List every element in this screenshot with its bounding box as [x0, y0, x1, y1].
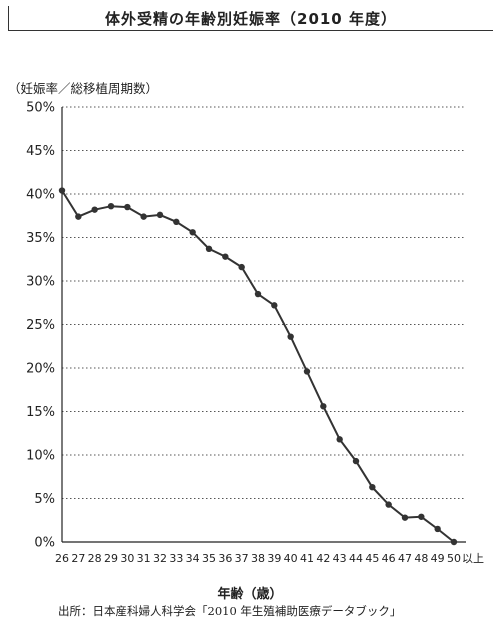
data-point [140, 213, 147, 220]
x-tick-label: 26 [55, 552, 69, 565]
data-point [238, 263, 245, 271]
x-tick-label: 28 [88, 552, 102, 565]
x-tick-label: 50 [447, 552, 461, 565]
x-tick-label: 41 [300, 552, 314, 565]
chart-title: 体外受精の年齢別妊娠率（2010 年度） [105, 10, 397, 28]
data-point [124, 203, 131, 211]
data-point [107, 202, 115, 210]
y-tick-label: 35% [26, 231, 55, 246]
data-point [254, 290, 262, 298]
title-frame: 体外受精の年齢別妊娠率（2010 年度） [8, 6, 493, 31]
data-point [352, 457, 360, 465]
data-point [222, 253, 229, 260]
series-line [61, 189, 455, 543]
x-tick-label: 35 [202, 552, 216, 565]
x-tick-label: 37 [235, 552, 249, 565]
data-point [401, 514, 409, 521]
x-tick-label: 32 [153, 552, 167, 565]
x-tick-label: 46 [382, 552, 396, 565]
y-tick-label: 30% [26, 275, 55, 290]
y-tick-label: 0% [34, 536, 55, 551]
y-tick-label: 45% [26, 144, 55, 159]
y-axis-label: （妊娠率／総移植周期数） [8, 81, 159, 96]
y-tick-label: 40% [26, 188, 55, 203]
source-note: 出所：日本産科婦人科学会「2010 年生殖補助医療データブック」 [58, 604, 402, 618]
y-tick-label: 5% [34, 492, 55, 507]
data-point [75, 213, 82, 220]
x-tick-suffix: 以上 [462, 552, 484, 565]
data-point [418, 513, 425, 520]
data-point [156, 211, 164, 219]
y-tick-label: 25% [26, 318, 55, 333]
x-tick-label: 27 [71, 552, 85, 565]
x-tick-label: 43 [333, 552, 347, 565]
data-point [189, 229, 196, 236]
data-point [303, 368, 311, 375]
x-tick-label: 36 [218, 552, 232, 565]
data-point [336, 436, 343, 443]
x-tick-label: 49 [431, 552, 445, 565]
data-point [434, 525, 441, 533]
x-tick-label: 47 [398, 552, 412, 565]
x-tick-label: 48 [414, 552, 428, 565]
x-tick-label: 30 [120, 552, 134, 565]
x-tick-label: 38 [251, 552, 265, 565]
data-point [320, 403, 327, 410]
data-point [91, 206, 98, 213]
x-tick-label: 39 [267, 552, 281, 565]
data-point [369, 483, 376, 491]
y-tick-label: 20% [26, 362, 55, 377]
y-tick-label: 10% [26, 449, 55, 464]
data-point [58, 187, 66, 194]
x-tick-label: 44 [349, 552, 363, 565]
data-point [385, 501, 392, 508]
x-tick-label: 45 [365, 552, 379, 565]
data-point [287, 333, 294, 340]
y-tick-label: 15% [26, 405, 55, 420]
x-tick-label: 40 [284, 552, 298, 565]
data-point [271, 302, 278, 309]
x-axis-label: 年齢（歳） [217, 587, 283, 602]
x-tick-label: 42 [316, 552, 330, 565]
x-tick-label: 33 [169, 552, 183, 565]
data-point [205, 245, 213, 253]
x-tick-label: 29 [104, 552, 118, 565]
y-tick-label: 50% [26, 101, 55, 116]
data-point [450, 538, 458, 546]
data-point [173, 218, 180, 226]
x-tick-label: 31 [137, 552, 151, 565]
x-tick-label: 34 [186, 552, 200, 565]
